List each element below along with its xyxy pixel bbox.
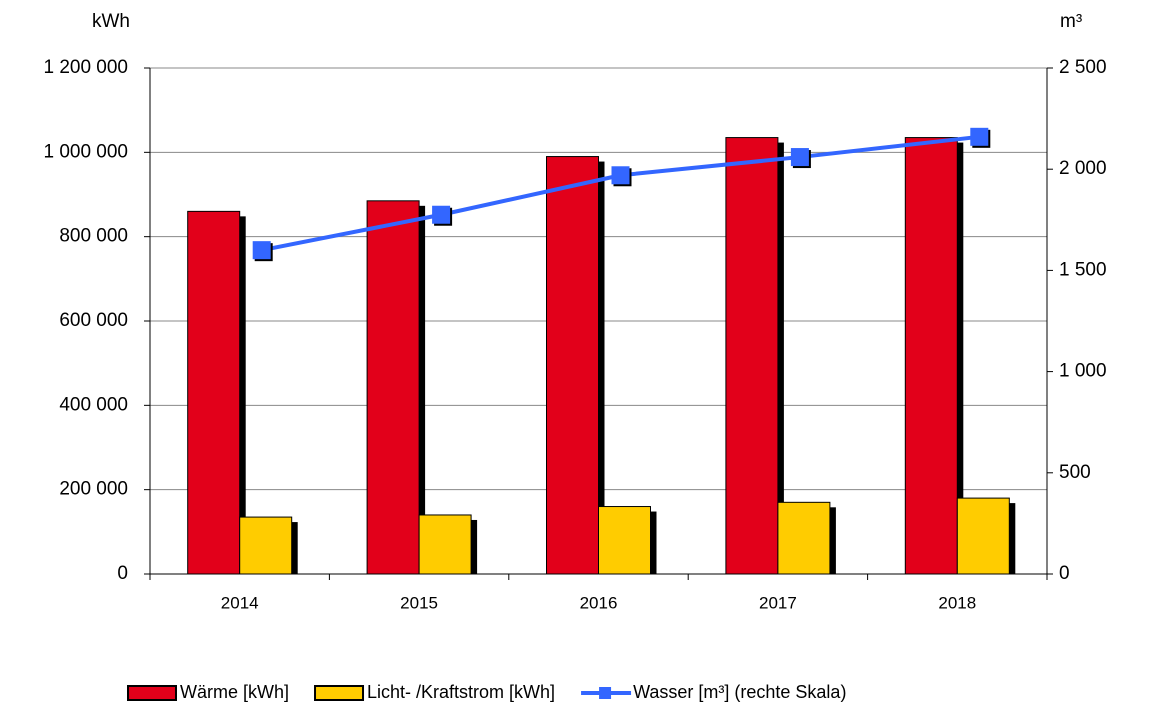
y-tick-label: 600 000 [59,310,128,331]
bar [725,137,779,575]
y-tick-label: 1 200 000 [43,57,128,78]
legend-label: Wärme [kWh] [180,682,289,702]
bar [418,514,472,575]
bar [598,506,651,575]
y-tick-label: 200 000 [59,479,128,500]
y-tick-label: 400 000 [59,394,128,415]
y2-tick-label: 1 500 [1059,259,1107,280]
bar [777,501,831,575]
marker [970,127,989,146]
y2-tick-label: 1 000 [1059,361,1107,382]
legend-swatch [314,685,365,701]
legend-label: Wasser [m³] (rechte Skala) [633,682,846,702]
legend-swatch [599,687,612,699]
bar [904,137,958,575]
bar [366,200,420,575]
bar [239,516,293,575]
y2-tick-label: 500 [1059,462,1091,483]
y-tick-label: 0 [117,563,128,584]
bar [187,210,241,575]
y2-tick-label: 2 500 [1059,57,1107,78]
y2-tick-label: 0 [1059,563,1070,584]
y-tick-label: 800 000 [59,226,128,247]
marker [432,205,451,224]
x-tick-label: 2014 [221,593,259,612]
y2-tick-label: 2 000 [1059,158,1107,179]
marker [790,148,809,167]
marker [611,166,630,185]
legend-swatch [127,685,177,701]
x-tick-label: 2015 [400,593,438,612]
y-axis-title: kWh [92,11,130,32]
y-tick-label: 1 000 000 [43,141,128,162]
marker [252,241,271,260]
bar [546,156,599,575]
x-tick-label: 2018 [938,593,976,612]
bar [956,497,1010,575]
legend-label: Licht- /Kraftstrom [kWh] [367,682,555,702]
x-tick-label: 2016 [580,593,618,612]
y2-axis-title: m³ [1060,11,1082,32]
x-tick-label: 2017 [759,593,797,612]
